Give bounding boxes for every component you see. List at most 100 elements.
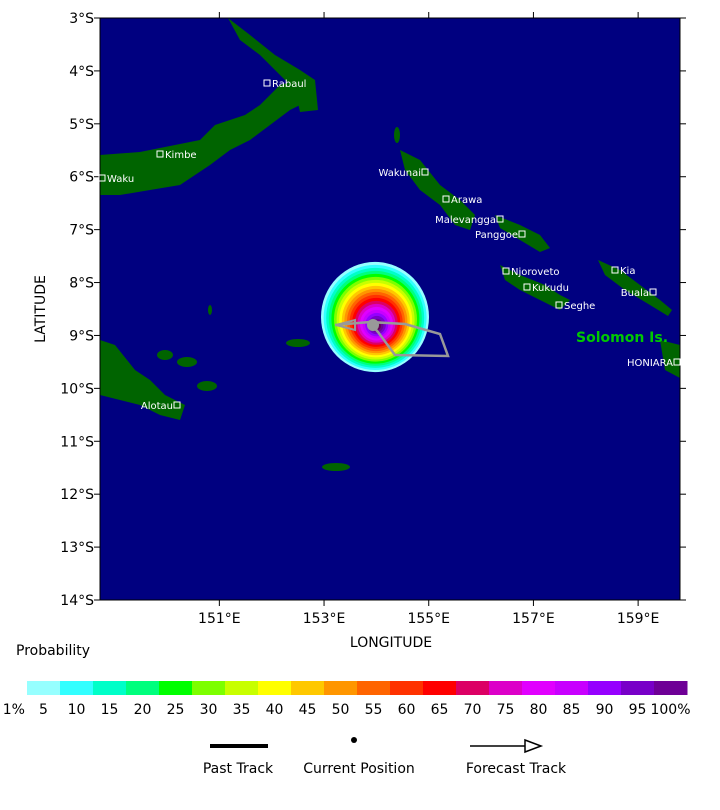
colorbar-swatch	[357, 681, 391, 695]
lat-tick-label: 11°S	[60, 434, 94, 450]
legend-label: Forecast Track	[466, 761, 567, 777]
town-marker	[523, 283, 531, 291]
forecast-arrow-symbol	[524, 738, 544, 754]
colorbar-swatch	[654, 681, 688, 695]
colorbar-label: 50	[332, 702, 350, 718]
colorbar-label: 45	[299, 702, 317, 718]
colorbar-label: 1%	[3, 702, 25, 718]
colorbar-label: 5	[39, 702, 48, 718]
town-marker	[98, 174, 106, 182]
colorbar-swatch	[489, 681, 523, 695]
place-label: Waku	[107, 174, 134, 185]
lat-tick-label: 9°S	[69, 328, 94, 344]
place-label: Kukudu	[532, 283, 569, 294]
town-marker	[496, 215, 504, 223]
town-marker	[156, 150, 164, 158]
map-frame	[99, 17, 681, 601]
town-marker	[649, 288, 657, 296]
legend-label: Past Track	[203, 761, 274, 777]
colorbar-swatch	[423, 681, 457, 695]
town-marker	[263, 79, 271, 87]
lat-tick-label: 14°S	[60, 593, 94, 609]
colorbar-swatch	[159, 681, 193, 695]
forecast-arrow	[335, 318, 356, 332]
lat-tick-label: 4°S	[69, 64, 94, 80]
place-label: Njoroveto	[511, 267, 560, 278]
current-position-symbol	[351, 737, 357, 743]
x-axis-label: LONGITUDE	[350, 635, 432, 651]
colorbar-swatch	[192, 681, 226, 695]
colorbar-swatch	[126, 681, 160, 695]
town-marker	[555, 301, 563, 309]
place-label: Seghe	[564, 301, 595, 312]
lat-tick-label: 8°S	[69, 276, 94, 292]
place-label: Alotau	[141, 401, 173, 412]
colorbar-label: 55	[365, 702, 383, 718]
place-label: HONIARA	[627, 358, 673, 369]
colorbar-label: 80	[530, 702, 548, 718]
town-marker	[502, 267, 510, 275]
colorbar-swatch	[555, 681, 589, 695]
colorbar-swatch	[621, 681, 655, 695]
colorbar-swatch	[225, 681, 259, 695]
colorbar-label: 20	[134, 702, 152, 718]
place-label: Buala	[621, 288, 649, 299]
lon-tick-label: 153°E	[303, 611, 346, 627]
colorbar-label: 15	[101, 702, 119, 718]
lon-tick-label: 151°E	[198, 611, 241, 627]
colorbar-swatch	[93, 681, 127, 695]
lat-tick-label: 13°S	[60, 540, 94, 556]
town-marker	[518, 230, 526, 238]
colorbar-label: 25	[167, 702, 185, 718]
colorbar-swatch	[27, 681, 61, 695]
town-marker	[173, 401, 181, 409]
place-label: Rabaul	[272, 79, 306, 90]
colorbar-swatch	[324, 681, 358, 695]
lat-tick-label: 5°S	[69, 117, 94, 133]
place-label: Kia	[620, 266, 635, 277]
y-axis-label: LATITUDE	[33, 275, 49, 343]
colorbar-swatch	[291, 681, 325, 695]
lat-tick-label: 10°S	[60, 381, 94, 397]
colorbar-swatch	[390, 681, 424, 695]
town-marker	[611, 266, 619, 274]
colorbar-label: 100%	[650, 702, 690, 718]
colorbar-label: 70	[464, 702, 482, 718]
colorbar-label: 95	[629, 702, 647, 718]
colorbar-swatch	[60, 681, 94, 695]
place-label: Panggoe	[475, 230, 518, 241]
lon-tick-label: 159°E	[617, 611, 660, 627]
colorbar-label: 90	[596, 702, 614, 718]
colorbar-swatch	[258, 681, 292, 695]
colorbar-label: 30	[200, 702, 218, 718]
place-label: Malevangga	[435, 215, 496, 226]
current-position-marker	[367, 319, 379, 331]
lat-tick-label: 3°S	[69, 11, 94, 27]
colorbar-label: 10	[68, 702, 86, 718]
colorbar-swatch	[588, 681, 622, 695]
lon-tick-label: 155°E	[407, 611, 450, 627]
lat-tick-label: 7°S	[69, 223, 94, 239]
colorbar-label: 75	[497, 702, 515, 718]
colorbar-swatch	[522, 681, 556, 695]
region-label: Solomon Is.	[576, 330, 668, 346]
town-marker	[673, 358, 681, 366]
place-label: Wakunai	[379, 168, 421, 179]
colorbar-label: 35	[233, 702, 251, 718]
lon-tick-label: 157°E	[512, 611, 555, 627]
town-marker	[442, 195, 450, 203]
place-label: Arawa	[451, 195, 482, 206]
colorbar-swatch	[456, 681, 490, 695]
legend-label: Current Position	[303, 761, 415, 777]
land	[100, 18, 680, 471]
colorbar-label: 85	[563, 702, 581, 718]
colorbar-title: Probability	[16, 643, 90, 659]
lat-tick-label: 6°S	[69, 170, 94, 186]
place-label: Kimbe	[165, 150, 197, 161]
colorbar-label: 60	[398, 702, 416, 718]
town-marker	[421, 168, 429, 176]
colorbar-label: 65	[431, 702, 449, 718]
colorbar-label: 40	[266, 702, 284, 718]
lat-tick-label: 12°S	[60, 487, 94, 503]
